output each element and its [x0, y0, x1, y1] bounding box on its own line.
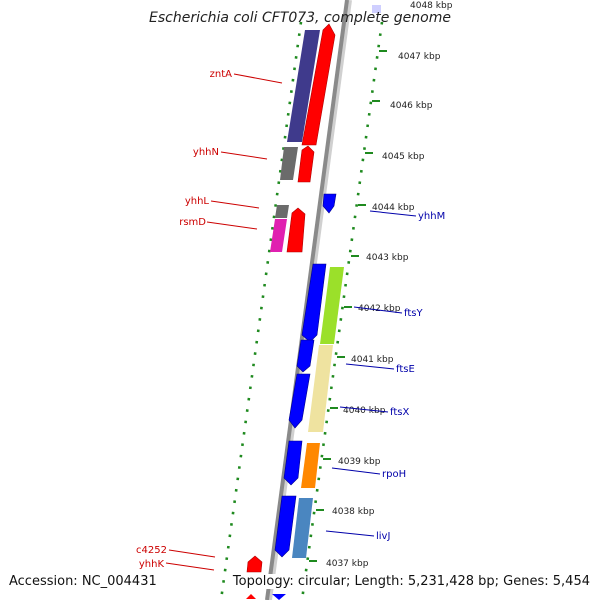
- forward-strand-genes: [246, 23, 336, 599]
- inner-track-genes: [270, 30, 320, 252]
- gene-ftsy: [301, 263, 327, 343]
- gene-block-tan: [308, 345, 333, 432]
- tick-label: 4041 kbp: [351, 355, 394, 365]
- gene-bottom-blue: [272, 594, 286, 600]
- gene-znta: [301, 23, 336, 146]
- leader-line: [325, 530, 375, 537]
- gene-label: ftsX: [390, 407, 409, 418]
- leader-line: [345, 363, 395, 370]
- gene-block-steelblue: [292, 498, 313, 558]
- gene-livj: [274, 495, 297, 558]
- tick-marks: [309, 50, 387, 562]
- leader-line: [369, 210, 417, 217]
- gene-label: c4252: [136, 545, 167, 556]
- map-title: Escherichia coli CFT073, complete genome: [149, 10, 451, 26]
- gene-block-gray-small: [275, 205, 289, 218]
- tick-label: 4044 kbp: [372, 203, 415, 213]
- gene-label: ftsY: [404, 308, 423, 319]
- accession-text: Accession: NC_004431: [9, 574, 157, 589]
- gene-label: livJ: [376, 531, 390, 542]
- outer-track-genes: [292, 5, 381, 558]
- gene-block-gray: [280, 147, 298, 180]
- tick-label: 4048 kbp: [410, 1, 453, 11]
- leader-line: [220, 151, 268, 160]
- gene-yhhk: [246, 594, 256, 599]
- leader-line: [206, 221, 258, 230]
- tick-label: 4040 kbp: [343, 406, 386, 416]
- gene-label: ftsE: [396, 364, 415, 375]
- tick-label: 4045 kbp: [382, 152, 425, 162]
- genome-summary-text: Topology: circular; Length: 5,231,428 bp…: [232, 574, 590, 589]
- tick-label: 4039 kbp: [338, 457, 381, 467]
- gene-block-magenta: [270, 219, 287, 252]
- reverse-strand-genes: [272, 193, 337, 600]
- gene-yhhm: [322, 193, 337, 214]
- leader-line: [339, 406, 389, 413]
- gene-c4252: [246, 555, 263, 573]
- gene-ftse: [296, 339, 315, 373]
- gene-label: yhhK: [139, 559, 165, 570]
- gene-rpoh: [283, 440, 303, 486]
- tick-label: 4047 kbp: [398, 52, 441, 62]
- gene-label: rpoH: [382, 469, 406, 480]
- gene-label: zntA: [210, 69, 233, 80]
- gene-ftsx: [288, 373, 311, 429]
- gene-label: yhhN: [193, 147, 219, 158]
- gene-block-lavender: [372, 5, 381, 13]
- gene-label: rsmD: [179, 217, 206, 228]
- tick-label: 4042 kbp: [358, 304, 401, 314]
- tick-label: 4043 kbp: [366, 253, 409, 263]
- tick-label: 4046 kbp: [390, 101, 433, 111]
- gene-label: yhhM: [418, 211, 445, 222]
- leader-line: [331, 467, 381, 475]
- leader-line: [165, 562, 215, 571]
- gene-label: yhhL: [185, 196, 210, 207]
- gene-yhhn: [297, 145, 315, 183]
- genome-backbone: [265, 0, 349, 600]
- leader-line: [353, 306, 403, 314]
- leader-line: [210, 200, 260, 209]
- gene-rsmd: [286, 207, 306, 253]
- leader-line: [168, 549, 216, 558]
- gene-block-orange: [301, 443, 320, 488]
- tick-label: 4037 kbp: [326, 559, 369, 569]
- leader-line: [233, 73, 283, 84]
- gene-block-purple: [287, 30, 320, 142]
- tick-label: 4038 kbp: [332, 507, 375, 517]
- gene-block-lime: [320, 267, 344, 344]
